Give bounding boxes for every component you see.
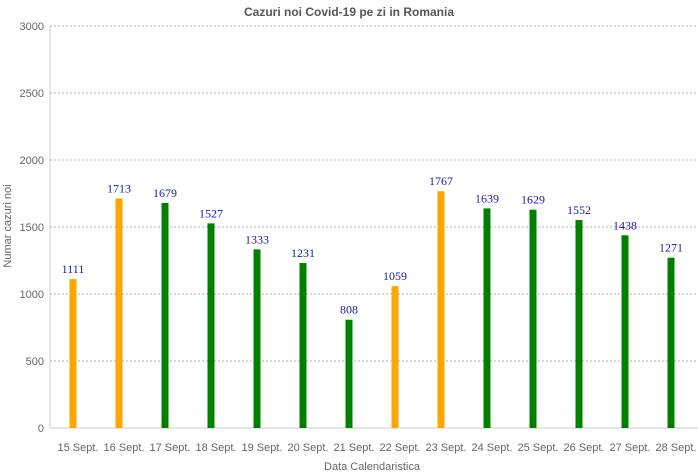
x-tick-label: 26 Sept. xyxy=(564,442,605,454)
data-label: 1767 xyxy=(429,174,453,188)
bar xyxy=(575,220,583,428)
data-label: 808 xyxy=(340,303,358,317)
x-tick-label: 19 Sept. xyxy=(242,442,283,454)
bar xyxy=(69,279,77,428)
x-tick-label: 27 Sept. xyxy=(610,442,651,454)
bar xyxy=(161,203,169,428)
x-tick-label: 28 Sept. xyxy=(656,442,697,454)
y-tick-label: 2000 xyxy=(20,155,44,167)
y-tick-label: 0 xyxy=(38,423,44,435)
bar xyxy=(391,286,399,428)
x-axis-ticks: 15 Sept. 16 Sept. 17 Sept. 18 Sept. 19 Sept.… xyxy=(58,442,697,454)
bar xyxy=(529,209,537,428)
data-label: 1629 xyxy=(521,193,545,207)
x-tick-label: 22 Sept. xyxy=(380,442,421,454)
y-tick-label: 3000 xyxy=(20,21,44,33)
data-label: 1552 xyxy=(567,203,591,217)
data-label: 1639 xyxy=(475,191,499,205)
data-label: 1438 xyxy=(613,218,637,232)
y-tick-label: 2500 xyxy=(20,88,44,100)
bar xyxy=(207,223,215,428)
x-tick-label: 18 Sept. xyxy=(196,442,237,454)
y-tick-label: 1500 xyxy=(20,222,44,234)
x-tick-label: 20 Sept. xyxy=(288,442,329,454)
bar xyxy=(621,235,629,428)
bar xyxy=(483,208,491,428)
x-tick-label: 21 Sept. xyxy=(334,442,375,454)
y-tick-label: 1000 xyxy=(20,289,44,301)
bar xyxy=(667,257,675,428)
x-tick-label: 17 Sept. xyxy=(150,442,191,454)
data-label: 1271 xyxy=(659,241,683,255)
bar xyxy=(345,319,353,428)
data-labels: 1111 1713 1679 1527 1333 1231 808 1059 1767 1639 1… xyxy=(62,174,683,317)
x-tick-label: 16 Sept. xyxy=(104,442,145,454)
bar xyxy=(115,198,123,428)
x-tick-label: 23 Sept. xyxy=(426,442,467,454)
data-label: 1679 xyxy=(153,186,177,200)
data-label: 1527 xyxy=(199,206,223,220)
y-tick-label: 500 xyxy=(26,356,44,368)
x-tick-label: 15 Sept. xyxy=(58,442,99,454)
grid-lines xyxy=(49,25,698,429)
data-label: 1111 xyxy=(62,262,85,276)
data-label: 1713 xyxy=(107,181,131,195)
x-tick-label: 24 Sept. xyxy=(472,442,513,454)
y-axis-label: Numar cazuri noi xyxy=(2,184,14,267)
bar xyxy=(299,263,307,428)
data-label: 1231 xyxy=(291,246,315,260)
bars xyxy=(69,191,675,428)
data-label: 1333 xyxy=(245,232,269,246)
x-tick-label: 25 Sept. xyxy=(518,442,559,454)
x-axis-label: Data Calendaristica xyxy=(324,461,421,473)
chart-title: Cazuri noi Covid-19 pe zi in Romania xyxy=(244,5,454,19)
data-label: 1059 xyxy=(383,269,407,283)
bar xyxy=(253,249,261,428)
y-axis-ticks: 0 500 1000 1500 2000 2500 3000 xyxy=(20,21,44,435)
bar xyxy=(437,191,445,428)
